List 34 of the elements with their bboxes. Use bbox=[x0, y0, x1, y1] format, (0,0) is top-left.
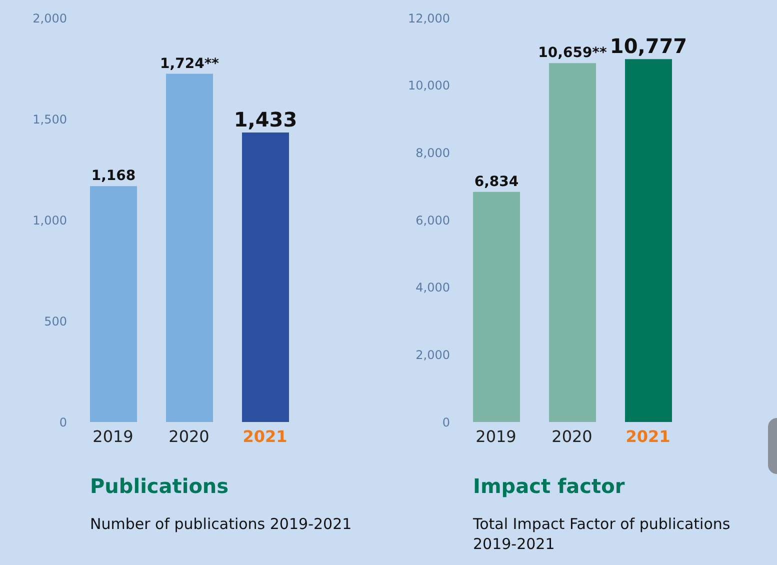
y-tick-label: 10,000 bbox=[408, 78, 450, 93]
data-label: 6,834 bbox=[474, 174, 519, 190]
bar bbox=[549, 63, 596, 422]
bar bbox=[473, 192, 520, 422]
data-label: 10,777 bbox=[610, 34, 688, 58]
x-tick-label: 2021 bbox=[626, 427, 670, 446]
y-tick-label: 2,000 bbox=[416, 348, 450, 362]
y-tick-label: 0 bbox=[442, 415, 450, 430]
bar bbox=[242, 132, 289, 422]
text: Total Impact Factor of publications 2019-2021 bbox=[473, 514, 732, 554]
x-tick-label: 2020 bbox=[552, 427, 592, 446]
y-tick-label: 0 bbox=[59, 415, 67, 430]
text: Number of publications 2019-2021 bbox=[90, 514, 353, 534]
data-label: 1,433 bbox=[234, 108, 298, 132]
y-tick-label: 8,000 bbox=[416, 146, 450, 160]
bar bbox=[166, 74, 213, 422]
y-tick-label: 1,500 bbox=[32, 112, 67, 126]
text: Impact factor bbox=[473, 474, 625, 498]
x-tick-label: 2019 bbox=[92, 427, 134, 446]
data-label: 10,659** bbox=[538, 45, 608, 62]
data-label: 1,168 bbox=[91, 168, 136, 184]
text: Publications bbox=[90, 474, 229, 498]
y-tick-label: 4,000 bbox=[416, 280, 450, 295]
x-tick-label: 2021 bbox=[242, 427, 288, 446]
data-label: 1,724** bbox=[160, 56, 220, 72]
y-tick-label: 1,000 bbox=[32, 213, 67, 228]
y-tick-label: 6,000 bbox=[416, 213, 450, 228]
x-tick-label: 2020 bbox=[168, 427, 210, 446]
y-tick-label: 500 bbox=[44, 314, 67, 328]
y-tick-label: 12,000 bbox=[408, 11, 450, 26]
bar bbox=[90, 186, 137, 422]
bar bbox=[625, 59, 672, 422]
y-tick-label: 2,000 bbox=[32, 11, 67, 26]
x-tick-label: 2019 bbox=[476, 427, 516, 446]
